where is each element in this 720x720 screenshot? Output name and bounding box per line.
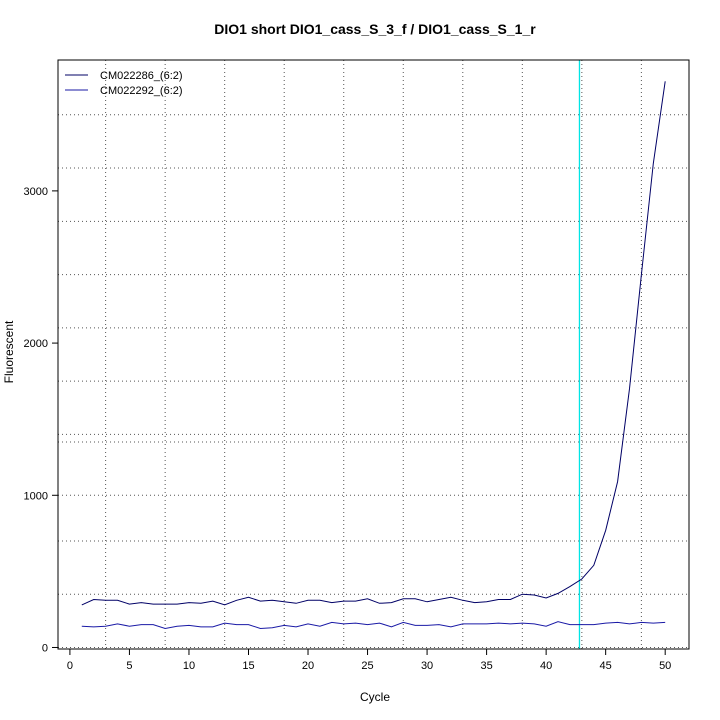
x-tick-label: 30 — [421, 660, 433, 672]
x-tick-label: 5 — [126, 660, 132, 672]
legend-label: CM022292_(6:2) — [100, 85, 183, 97]
y-tick-label: 1000 — [24, 490, 48, 502]
x-tick-label: 15 — [242, 660, 254, 672]
y-tick-label: 0 — [42, 642, 48, 654]
plot-frame — [57, 59, 690, 650]
grid — [58, 60, 689, 649]
x-axis-label: Cycle — [360, 690, 390, 704]
y-axis: 0 1000 2000 3000 — [24, 186, 58, 654]
x-tick-label: 0 — [67, 660, 73, 672]
x-tick-label: 40 — [540, 660, 552, 672]
y-axis-label: Fluorescent — [2, 320, 16, 383]
x-tick-label: 50 — [659, 660, 671, 672]
y-tick-label: 3000 — [24, 186, 48, 198]
x-tick-label: 25 — [361, 660, 373, 672]
x-axis: 0 5 10 15 20 25 30 35 40 45 50 — [67, 649, 671, 672]
x-tick-label: 35 — [480, 660, 492, 672]
series-line — [81, 81, 666, 606]
x-tick-label: 45 — [600, 660, 612, 672]
x-tick-label: 10 — [183, 660, 195, 672]
legend-label: CM022286_(6:2) — [100, 70, 183, 82]
y-tick-label: 2000 — [24, 338, 48, 350]
series-layer — [81, 81, 666, 630]
series-line — [81, 621, 666, 630]
legend: CM022286_(6:2) CM022292_(6:2) — [65, 70, 183, 97]
chart-title: DIO1 short DIO1_cass_S_3_f / DIO1_cass_S… — [214, 21, 536, 37]
x-tick-label: 20 — [302, 660, 314, 672]
